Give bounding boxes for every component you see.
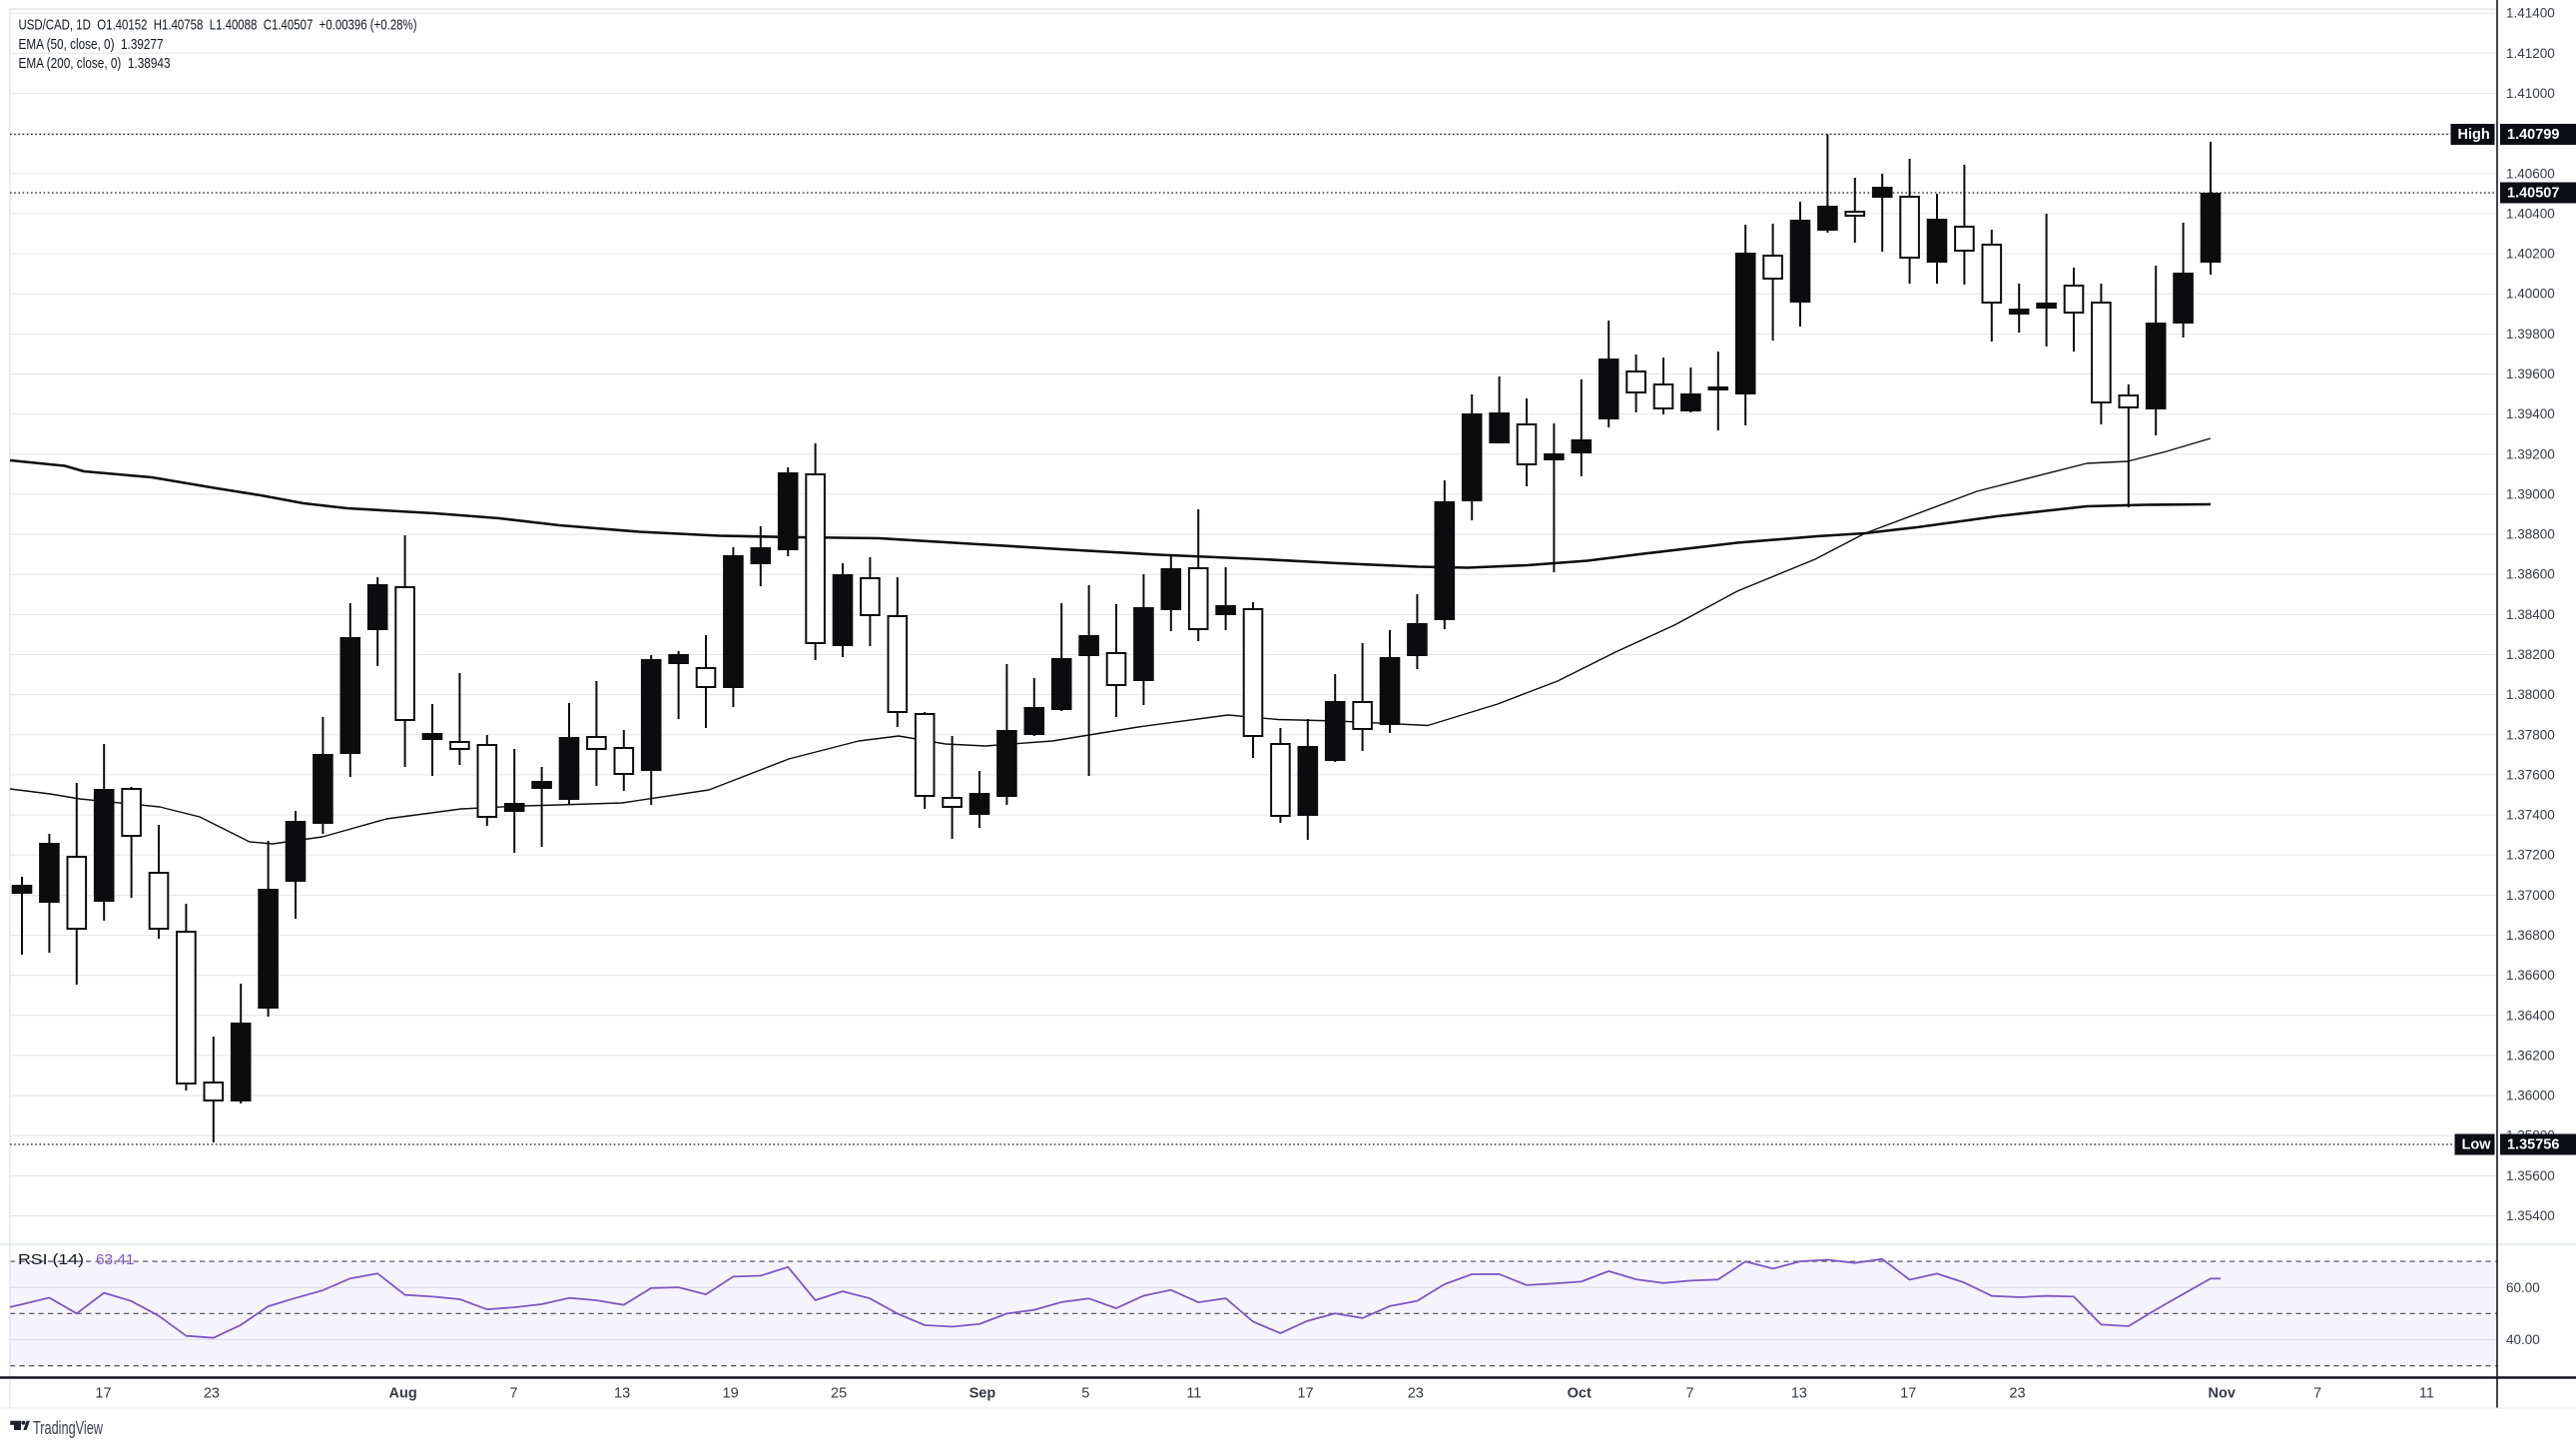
svg-text:23: 23 — [1408, 1386, 1424, 1402]
svg-text:1.40600: 1.40600 — [2506, 166, 2555, 181]
svg-text:1.36000: 1.36000 — [2506, 1088, 2555, 1103]
svg-text:13: 13 — [614, 1386, 630, 1402]
svg-text:17: 17 — [1297, 1386, 1313, 1402]
svg-text:1.40799: 1.40799 — [2507, 127, 2559, 143]
svg-text:1.37200: 1.37200 — [2506, 848, 2555, 863]
svg-text:RSI (14): RSI (14) — [18, 1251, 84, 1268]
svg-text:Aug: Aug — [389, 1386, 417, 1402]
svg-text:Nov: Nov — [2208, 1386, 2235, 1402]
svg-text:1.38600: 1.38600 — [2506, 567, 2555, 582]
svg-text:1.39600: 1.39600 — [2506, 366, 2555, 381]
svg-text:EMA (50, close, 0) 1.39277: EMA (50, close, 0) 1.39277 — [19, 36, 164, 53]
svg-text:1.40400: 1.40400 — [2506, 206, 2555, 221]
svg-text:1.40200: 1.40200 — [2506, 247, 2555, 262]
svg-text:TradingView: TradingView — [33, 1417, 103, 1438]
svg-text:1.40507: 1.40507 — [2507, 186, 2559, 202]
svg-text:1.39800: 1.39800 — [2506, 327, 2555, 342]
svg-text:7: 7 — [510, 1386, 518, 1402]
svg-text:19: 19 — [723, 1386, 739, 1402]
svg-text:1.38200: 1.38200 — [2506, 647, 2555, 662]
svg-text:1.36800: 1.36800 — [2506, 928, 2555, 943]
svg-text:17: 17 — [1900, 1386, 1916, 1402]
svg-text:1.37800: 1.37800 — [2506, 727, 2555, 742]
svg-text:13: 13 — [1791, 1386, 1807, 1402]
svg-text:1.36200: 1.36200 — [2506, 1048, 2555, 1063]
svg-text:Oct: Oct — [1568, 1386, 1592, 1402]
svg-text:7: 7 — [1685, 1386, 1693, 1402]
svg-text:1.37600: 1.37600 — [2506, 767, 2555, 782]
svg-text:1.41200: 1.41200 — [2506, 46, 2555, 61]
svg-text:17: 17 — [95, 1386, 111, 1402]
svg-text:25: 25 — [831, 1386, 847, 1402]
svg-text:11: 11 — [1186, 1386, 1201, 1402]
svg-text:High: High — [2458, 127, 2490, 143]
svg-text:7: 7 — [2313, 1386, 2321, 1402]
svg-text:1.41000: 1.41000 — [2506, 86, 2555, 101]
svg-text:Sep: Sep — [969, 1386, 996, 1402]
svg-text:63.41: 63.41 — [96, 1251, 135, 1268]
svg-text:1.38800: 1.38800 — [2506, 527, 2555, 542]
svg-text:23: 23 — [204, 1386, 220, 1402]
svg-text:1.39200: 1.39200 — [2506, 446, 2555, 461]
svg-text:1.37000: 1.37000 — [2506, 888, 2555, 903]
svg-text:23: 23 — [2009, 1386, 2025, 1402]
svg-text:1.36600: 1.36600 — [2506, 968, 2555, 983]
svg-text:1.35600: 1.35600 — [2506, 1168, 2555, 1183]
svg-text:1.41400: 1.41400 — [2506, 6, 2555, 21]
svg-text:11: 11 — [2419, 1386, 2434, 1402]
svg-text:1.39000: 1.39000 — [2506, 486, 2555, 501]
svg-text:1.40000: 1.40000 — [2506, 287, 2555, 302]
svg-text:1.38000: 1.38000 — [2506, 687, 2555, 702]
svg-text:EMA (200, close, 0) 1.38943: EMA (200, close, 0) 1.38943 — [19, 55, 171, 72]
svg-text:Low: Low — [2462, 1137, 2492, 1153]
svg-text:5: 5 — [1081, 1386, 1089, 1402]
svg-text:40.00: 40.00 — [2506, 1332, 2540, 1347]
svg-text:1.39400: 1.39400 — [2506, 406, 2555, 421]
svg-text:1.35756: 1.35756 — [2507, 1137, 2559, 1153]
svg-text:1.35400: 1.35400 — [2506, 1208, 2555, 1223]
svg-text:1.37400: 1.37400 — [2506, 808, 2555, 823]
svg-text:1.38400: 1.38400 — [2506, 607, 2555, 622]
svg-text:USD/CAD, 1D O1.40152 H1.4075: USD/CAD, 1D O1.40152 H1.40758 L1.40088 C… — [19, 17, 417, 34]
svg-text:1.36400: 1.36400 — [2506, 1008, 2555, 1023]
svg-text:60.00: 60.00 — [2506, 1280, 2540, 1295]
